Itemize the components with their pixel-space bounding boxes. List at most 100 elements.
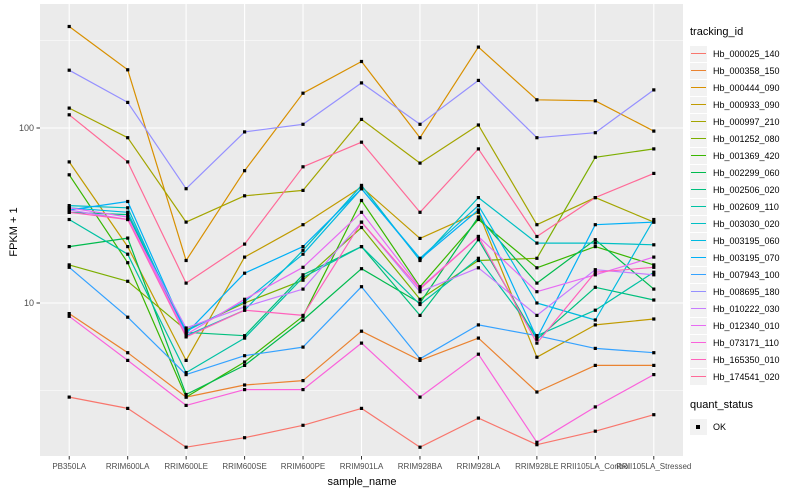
legend-key: [690, 351, 707, 368]
data-point: [243, 305, 247, 309]
data-point: [476, 234, 480, 239]
data-point: [418, 257, 422, 261]
data-point: [652, 363, 656, 367]
legend-key-line: [691, 222, 706, 224]
legend-key-line: [691, 137, 706, 139]
data-point: [418, 302, 422, 307]
data-point: [67, 210, 71, 214]
data-point: [652, 88, 656, 92]
y-tick-label: 100: [19, 123, 34, 133]
data-point: [476, 266, 480, 270]
data-point: [535, 334, 539, 338]
data-point: [67, 314, 71, 318]
legend-key-line: [691, 256, 706, 258]
data-point: [359, 81, 364, 85]
legend-key: [690, 300, 707, 317]
data-point: [652, 351, 656, 355]
legend-key: [690, 164, 707, 181]
legend-item: Hb_000997_210: [690, 113, 798, 130]
data-point: [359, 140, 364, 144]
data-point: [126, 213, 130, 217]
data-point: [476, 210, 480, 214]
data-point: [652, 273, 656, 277]
legend-key: [690, 266, 707, 283]
legend-item-label: OK: [713, 421, 727, 432]
data-point: [418, 297, 422, 301]
data-point: [593, 245, 597, 249]
data-point: [535, 443, 539, 447]
data-point: [243, 242, 247, 246]
data-point: [535, 136, 539, 140]
data-point: [67, 312, 71, 316]
x-tick-label: RRIM600LA: [106, 462, 150, 471]
legend-key: [690, 113, 707, 130]
data-point: [593, 346, 597, 350]
data-point: [535, 390, 539, 394]
data-point: [535, 281, 539, 285]
data-point: [418, 136, 422, 140]
y-axis-title: FPKM + 1: [8, 207, 20, 257]
data-point: [126, 406, 130, 410]
legend-key-line: [691, 307, 706, 309]
legend-item: Hb_000025_140: [690, 45, 798, 62]
data-point: [593, 308, 597, 312]
data-point: [359, 329, 364, 333]
x-tick-label: RRII105LA_Control: [561, 462, 631, 471]
data-point: [535, 341, 539, 345]
legend-item-label: Hb_073171_110: [713, 337, 779, 348]
data-point: [184, 220, 188, 224]
x-tick-label: RRIM928BA: [398, 462, 443, 471]
data-point: [652, 270, 656, 274]
legend-item: Hb_002506_020: [690, 181, 798, 198]
legend-key-line: [691, 171, 706, 173]
data-point: [652, 217, 656, 222]
data-point: [126, 245, 130, 249]
data-point: [593, 238, 597, 242]
data-point: [476, 204, 480, 208]
data-point: [184, 445, 188, 449]
data-point: [184, 358, 188, 362]
x-tick-label: RRIM901LA: [340, 462, 384, 471]
data-point: [243, 308, 247, 312]
data-point: [243, 334, 247, 338]
x-tick-label: RRIM600PE: [281, 462, 325, 471]
data-point: [301, 287, 305, 291]
legend-key: [690, 62, 707, 79]
data-point: [301, 265, 305, 269]
data-point: [67, 263, 71, 267]
data-point: [301, 278, 305, 282]
data-point: [359, 220, 364, 224]
data-point: [652, 243, 656, 247]
data-point: [126, 315, 130, 319]
data-point: [301, 388, 305, 392]
legend-key: [690, 147, 707, 164]
data-point: [243, 130, 247, 134]
data-point: [476, 208, 480, 212]
data-point: [184, 187, 188, 191]
data-point: [652, 298, 656, 302]
x-tick-label: PB350LA: [52, 462, 86, 471]
data-point: [652, 255, 656, 259]
legend-key: [690, 130, 707, 147]
data-point: [243, 354, 247, 358]
data-point: [535, 266, 539, 270]
data-point: [243, 360, 247, 364]
data-point: [184, 373, 188, 377]
data-point: [301, 165, 305, 169]
data-point: [476, 352, 480, 356]
data-point: [126, 160, 130, 164]
legend-title-tracking-id: tracking_id: [690, 26, 744, 38]
data-point: [67, 106, 71, 110]
legend-item-label: Hb_012340_010: [713, 320, 780, 331]
legend-key-line: [691, 154, 706, 156]
legend-key-line: [691, 120, 706, 122]
data-point: [359, 267, 364, 271]
data-point: [301, 252, 305, 256]
data-point: [652, 287, 656, 291]
legend-key-line: [691, 86, 706, 88]
data-point: [184, 326, 188, 330]
data-point: [359, 225, 364, 230]
legend-item: Hb_001369_420: [690, 147, 798, 164]
legend: tracking_id Hb_000025_140 Hb_000358_150 Hb…: [690, 26, 798, 435]
